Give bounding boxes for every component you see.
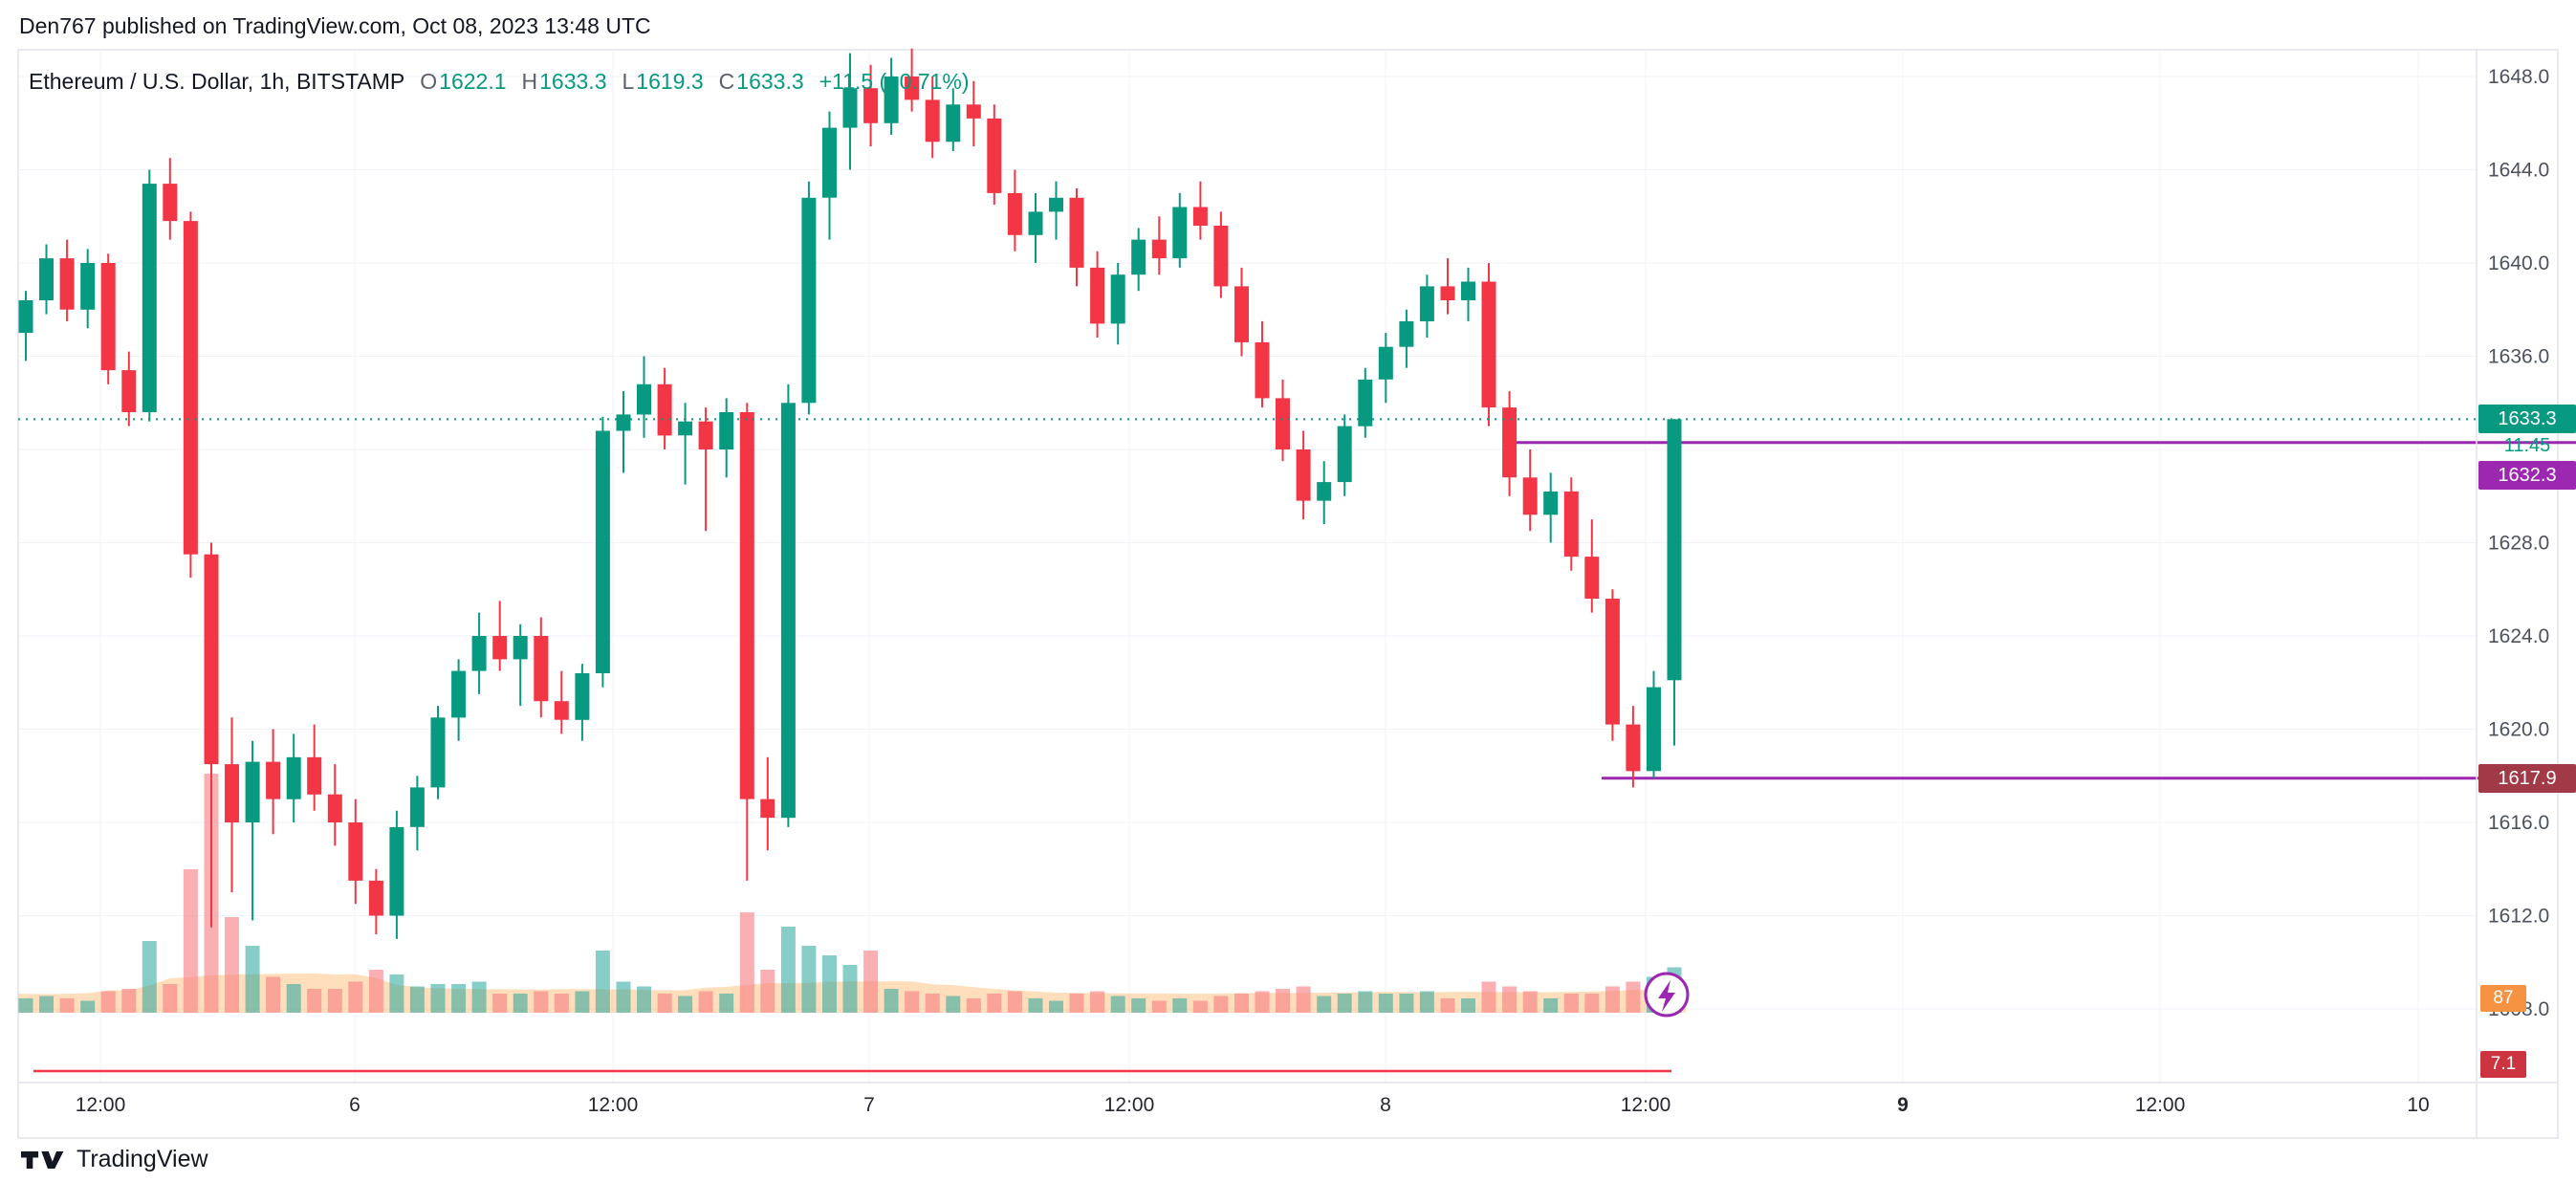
bar-countdown: 11:45 [2503, 434, 2551, 456]
range-bottom-price-badge: 1617.9 [2478, 764, 2576, 793]
price-range-drawing[interactable] [1512, 441, 2576, 780]
high-label: H [521, 69, 538, 94]
chart-legend[interactable]: Ethereum / U.S. Dollar, 1h, BITSTAMP O162… [29, 69, 970, 95]
low-label: L [622, 69, 635, 94]
tradingview-attribution[interactable]: TradingView [21, 1146, 208, 1173]
svg-text:8: 8 [1380, 1094, 1391, 1116]
svg-text:6: 6 [349, 1094, 360, 1116]
time-axis[interactable] [18, 1083, 2477, 1138]
svg-text:1612.0: 1612.0 [2488, 906, 2549, 928]
open-label: O [420, 69, 438, 94]
svg-text:1624.0: 1624.0 [2488, 625, 2549, 647]
change-value: +11.5 (+0.71%) [819, 69, 970, 94]
time-scale-labels: 12:00 6 12:00 7 12:00 8 12:00 9 12:00 10 [76, 1094, 2430, 1116]
tradingview-logo-icon [21, 1150, 64, 1169]
svg-text:12:00: 12:00 [1621, 1094, 1671, 1116]
svg-text:1648.0: 1648.0 [2488, 66, 2549, 88]
symbol-title: Ethereum / U.S. Dollar, 1h, BITSTAMP [29, 69, 405, 94]
svg-text:1620.0: 1620.0 [2488, 719, 2549, 741]
candlestick-layer [18, 48, 1682, 939]
high-value: 1633.3 [539, 69, 607, 94]
indicator-value-badge-red: 7.1 [2480, 1051, 2526, 1078]
volume-layer [18, 774, 1682, 1013]
svg-text:12:00: 12:00 [588, 1094, 639, 1116]
tradingview-wordmark: TradingView [76, 1146, 208, 1172]
chart-frame [17, 49, 2559, 1139]
axis-separators [18, 50, 2558, 1138]
svg-text:7: 7 [863, 1094, 875, 1116]
svg-text:1628.0: 1628.0 [2488, 533, 2549, 555]
last-price-badge: 1633.3 [2478, 405, 2576, 433]
svg-text:1636.0: 1636.0 [2488, 346, 2549, 368]
range-top-price-badge: 1632.3 [2478, 461, 2576, 490]
indicator-value-badge-orange: 87 [2480, 985, 2526, 1012]
svg-text:12:00: 12:00 [76, 1094, 126, 1116]
publish-header: Den767 published on TradingView.com, Oct… [19, 13, 651, 38]
close-value: 1633.3 [736, 69, 804, 94]
price-axis[interactable] [2477, 50, 2576, 1083]
lightning-marker[interactable] [1644, 972, 1690, 1018]
svg-text:1644.0: 1644.0 [2488, 160, 2549, 182]
svg-text:12:00: 12:00 [1104, 1094, 1155, 1116]
svg-text:12:00: 12:00 [2135, 1094, 2186, 1116]
svg-text:1616.0: 1616.0 [2488, 812, 2549, 834]
svg-text:9: 9 [1897, 1094, 1909, 1116]
svg-text:1640.0: 1640.0 [2488, 252, 2549, 274]
close-label: C [718, 69, 735, 94]
open-value: 1622.1 [439, 69, 507, 94]
price-scale-labels: 1648.0 1644.0 1640.0 1636.0 1628.0 1624.0 1620… [2488, 66, 2549, 1020]
svg-text:10: 10 [2407, 1094, 2429, 1116]
grid-layer [18, 50, 2477, 1083]
low-value: 1619.3 [636, 69, 704, 94]
